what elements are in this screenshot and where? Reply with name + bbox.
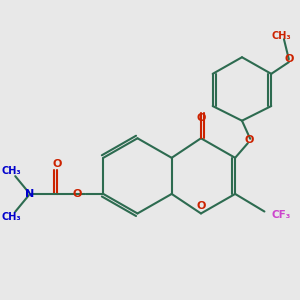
Text: O: O: [72, 189, 82, 199]
Text: CH₃: CH₃: [271, 31, 291, 41]
Text: CF₃: CF₃: [272, 210, 291, 220]
Text: CH₃: CH₃: [2, 166, 22, 176]
Text: O: O: [196, 201, 206, 211]
Text: O: O: [245, 135, 254, 145]
Text: O: O: [53, 159, 62, 169]
Text: CH₃: CH₃: [2, 212, 22, 222]
Text: N: N: [26, 189, 35, 199]
Text: O: O: [284, 54, 293, 64]
Text: O: O: [196, 113, 206, 123]
